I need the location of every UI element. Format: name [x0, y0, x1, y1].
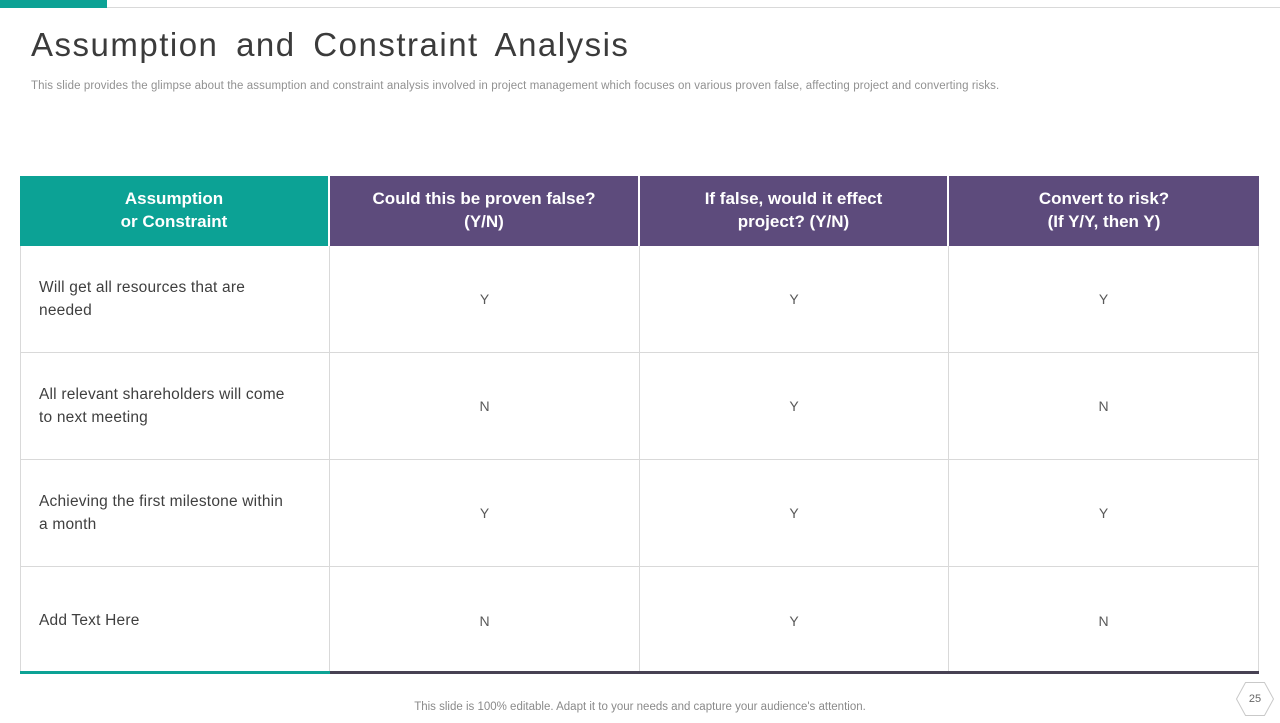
cell-proven-false[interactable]: N [330, 567, 640, 674]
table-row: Add Text Here N Y N [20, 567, 1259, 674]
header-line: (If Y/Y, then Y) [1047, 212, 1161, 231]
page-number: 25 [1248, 692, 1262, 705]
header-proven-false: Could this be proven false? (Y/N) [330, 176, 640, 246]
slide-subtitle: This slide provides the glimpse about th… [31, 80, 1000, 92]
cell-proven-false[interactable]: Y [330, 460, 640, 567]
top-accent-bar [0, 0, 107, 8]
header-line: Could this be proven false? [372, 189, 596, 209]
cell-effect-project[interactable]: Y [640, 246, 949, 353]
cell-proven-false[interactable]: Y [330, 246, 640, 353]
cell-effect-project[interactable]: Y [640, 353, 949, 460]
header-line: (Y/N) [464, 212, 504, 231]
process-icon-row [0, 119, 1280, 286]
page-number-badge: 25 [1235, 681, 1275, 718]
cell-proven-false[interactable]: N [330, 353, 640, 460]
cell-convert-risk[interactable]: Y [949, 460, 1259, 567]
cell-convert-risk[interactable]: Y [949, 246, 1259, 353]
table-bottom-accent [20, 671, 1259, 674]
cell-effect-project[interactable]: Y [640, 567, 949, 674]
bottom-accent-dark [330, 671, 1259, 674]
row-label[interactable]: All relevant shareholders will come to n… [20, 353, 330, 460]
row-label[interactable]: Will get all resources that are needed [20, 246, 330, 353]
table-row: Achieving the first milestone within a m… [20, 460, 1259, 567]
row-label[interactable]: Achieving the first milestone within a m… [20, 460, 330, 567]
cell-convert-risk[interactable]: N [949, 353, 1259, 460]
header-effect-project: If false, would it effect project? (Y/N) [640, 176, 949, 246]
table-row: Will get all resources that are needed Y… [20, 246, 1259, 353]
top-divider-line [107, 7, 1280, 8]
assumption-constraint-table: Assumption or Constraint Could this be p… [20, 176, 1259, 674]
header-assumption-or-constraint: Assumption or Constraint [20, 176, 330, 246]
table-body: Will get all resources that are needed Y… [20, 246, 1259, 674]
header-line: or Constraint [120, 212, 228, 231]
header-line: project? (Y/N) [737, 212, 850, 231]
header-convert-to-risk: Convert to risk? (If Y/Y, then Y) [949, 176, 1259, 246]
header-line: Assumption [124, 189, 224, 209]
bottom-accent-teal [20, 671, 330, 674]
table-row: All relevant shareholders will come to n… [20, 353, 1259, 460]
header-line: If false, would it effect [704, 189, 883, 209]
cell-effect-project[interactable]: Y [640, 460, 949, 567]
header-line: Convert to risk? [1038, 189, 1170, 209]
footer-note: This slide is 100% editable. Adapt it to… [414, 701, 866, 713]
row-label[interactable]: Add Text Here [20, 567, 330, 674]
page-title: Assumption and Constraint Analysis [31, 26, 630, 63]
table-header-row: Assumption or Constraint Could this be p… [20, 176, 1259, 246]
cell-convert-risk[interactable]: N [949, 567, 1259, 674]
